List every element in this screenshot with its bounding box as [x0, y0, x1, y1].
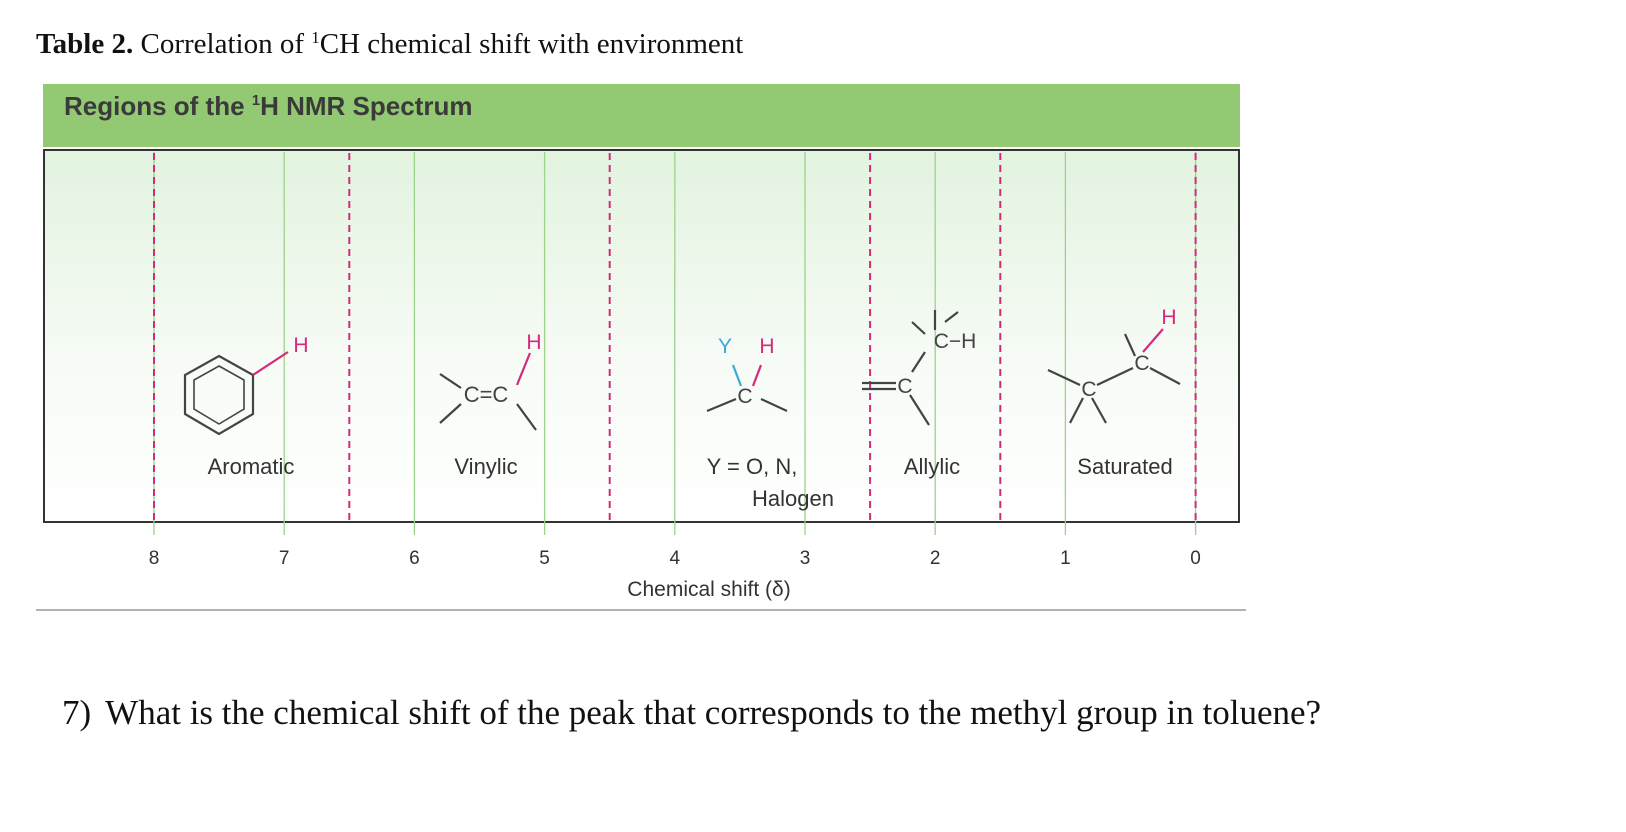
heteroatom-structure: [706, 364, 788, 413]
tick-label-8: 8: [149, 548, 160, 569]
spectrum-frame: [43, 149, 1240, 523]
question-number: 7): [62, 693, 92, 732]
question-text: What is the chemical shift of the peak t…: [105, 693, 1322, 732]
saturated-structure: [1047, 328, 1181, 424]
vinylic-structure: [439, 352, 537, 431]
saturated-hydrogen: H: [1161, 306, 1176, 329]
tick-label-4: 4: [670, 548, 681, 569]
region-label-vinylic: Vinylic: [454, 454, 517, 479]
saturated-carbon-2: C: [1134, 352, 1149, 375]
axis-tick-labels: 8 7 6 5 4 3 2 1 0: [149, 548, 1201, 569]
question-7: 7) What is the chemical shift of the peak…: [62, 693, 1321, 733]
heteroatom-y: Y: [718, 335, 732, 358]
caption-pre: Correlation of: [140, 28, 312, 60]
allylic-structure: [862, 310, 959, 426]
aromatic-hydrogen: H: [293, 334, 308, 357]
caption-superscript: 1: [311, 28, 320, 47]
tick-label-6: 6: [409, 548, 420, 569]
vinylic-double-bond: C=C: [464, 382, 509, 407]
tick-label-0: 0: [1190, 548, 1201, 569]
allylic-carbon: C: [897, 375, 912, 398]
saturated-carbon-1: C: [1081, 378, 1096, 401]
figure-header-band: [43, 84, 1240, 147]
tick-label-5: 5: [539, 548, 550, 569]
heteroatom-hydrogen: H: [759, 335, 774, 358]
table-caption: Table 2. Correlation of 1CH chemical shi…: [36, 28, 743, 61]
region-dividers: [153, 153, 1197, 520]
table-label: Table 2.: [36, 28, 134, 60]
tick-label-7: 7: [279, 548, 290, 569]
allylic-ch: C−H: [934, 330, 977, 353]
axis-title: Chemical shift (δ): [627, 578, 790, 601]
aromatic-structure: [183, 351, 289, 436]
tick-label-2: 2: [930, 548, 941, 569]
region-label-heteroatom-line2: Halogen: [752, 486, 834, 511]
caption-post: CH chemical shift with environment: [319, 28, 744, 60]
region-label-heteroatom-line1: Y = O, N,: [707, 454, 798, 479]
figure-header-title: Regions of the 1H NMR Spectrum: [64, 91, 472, 121]
tick-label-3: 3: [800, 548, 811, 569]
region-label-aromatic: Aromatic: [208, 454, 295, 479]
tick-label-1: 1: [1060, 548, 1071, 569]
heteroatom-carbon: C: [737, 385, 752, 408]
region-label-allylic: Allylic: [904, 454, 960, 479]
region-label-saturated: Saturated: [1077, 454, 1172, 479]
vinylic-hydrogen: H: [526, 331, 541, 354]
nmr-regions-figure: Regions of the 1H NMR Spectrum 8 7 6 5 4 3 2 1 0…: [36, 84, 1246, 611]
